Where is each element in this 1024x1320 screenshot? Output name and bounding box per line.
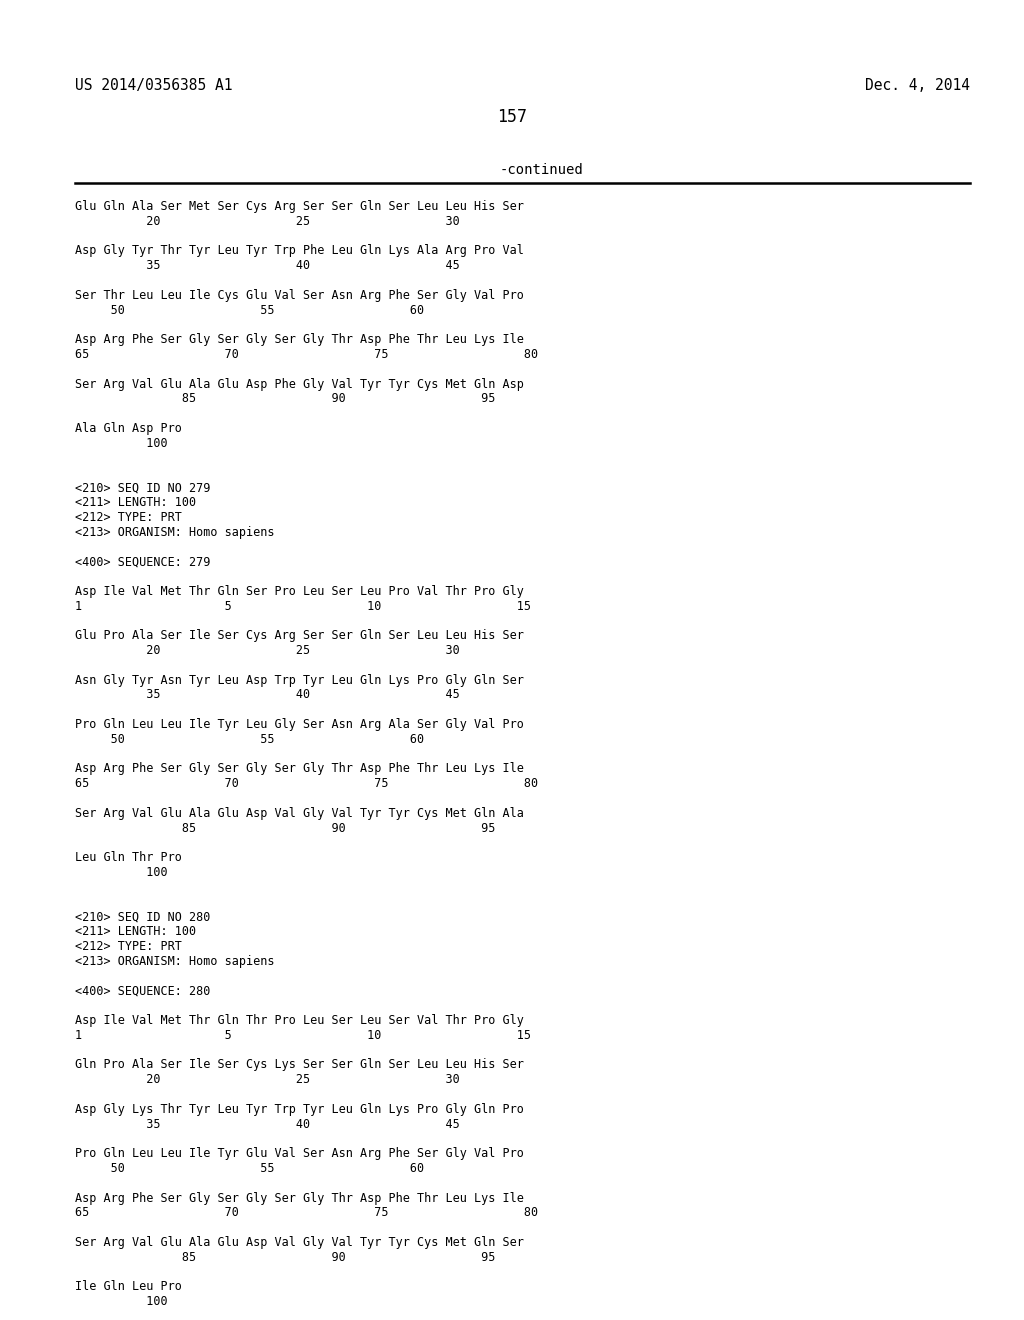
Text: <213> ORGANISM: Homo sapiens: <213> ORGANISM: Homo sapiens bbox=[75, 525, 274, 539]
Text: Asp Ile Val Met Thr Gln Thr Pro Leu Ser Leu Ser Val Thr Pro Gly: Asp Ile Val Met Thr Gln Thr Pro Leu Ser … bbox=[75, 1014, 524, 1027]
Text: Pro Gln Leu Leu Ile Tyr Glu Val Ser Asn Arg Phe Ser Gly Val Pro: Pro Gln Leu Leu Ile Tyr Glu Val Ser Asn … bbox=[75, 1147, 524, 1160]
Text: 1                    5                   10                   15: 1 5 10 15 bbox=[75, 1028, 531, 1041]
Text: <211> LENGTH: 100: <211> LENGTH: 100 bbox=[75, 925, 197, 939]
Text: 50                   55                   60: 50 55 60 bbox=[75, 304, 424, 317]
Text: <210> SEQ ID NO 280: <210> SEQ ID NO 280 bbox=[75, 911, 210, 924]
Text: Leu Gln Thr Pro: Leu Gln Thr Pro bbox=[75, 851, 182, 865]
Text: Ser Arg Val Glu Ala Glu Asp Val Gly Val Tyr Tyr Cys Met Gln Ser: Ser Arg Val Glu Ala Glu Asp Val Gly Val … bbox=[75, 1236, 524, 1249]
Text: 65                   70                   75                   80: 65 70 75 80 bbox=[75, 777, 539, 791]
Text: Dec. 4, 2014: Dec. 4, 2014 bbox=[865, 78, 970, 92]
Text: 20                   25                   30: 20 25 30 bbox=[75, 215, 460, 228]
Text: 35                   40                   45: 35 40 45 bbox=[75, 1118, 460, 1131]
Text: 50                   55                   60: 50 55 60 bbox=[75, 733, 424, 746]
Text: 35                   40                   45: 35 40 45 bbox=[75, 689, 460, 701]
Text: Ser Arg Val Glu Ala Glu Asp Val Gly Val Tyr Tyr Cys Met Gln Ala: Ser Arg Val Glu Ala Glu Asp Val Gly Val … bbox=[75, 807, 524, 820]
Text: <400> SEQUENCE: 279: <400> SEQUENCE: 279 bbox=[75, 556, 210, 568]
Text: Glu Gln Ala Ser Met Ser Cys Arg Ser Ser Gln Ser Leu Leu His Ser: Glu Gln Ala Ser Met Ser Cys Arg Ser Ser … bbox=[75, 201, 524, 213]
Text: Asp Arg Phe Ser Gly Ser Gly Ser Gly Thr Asp Phe Thr Leu Lys Ile: Asp Arg Phe Ser Gly Ser Gly Ser Gly Thr … bbox=[75, 333, 524, 346]
Text: <210> SEQ ID NO 279: <210> SEQ ID NO 279 bbox=[75, 482, 210, 494]
Text: Asp Gly Lys Thr Tyr Leu Tyr Trp Tyr Leu Gln Lys Pro Gly Gln Pro: Asp Gly Lys Thr Tyr Leu Tyr Trp Tyr Leu … bbox=[75, 1102, 524, 1115]
Text: 65                   70                   75                   80: 65 70 75 80 bbox=[75, 348, 539, 360]
Text: US 2014/0356385 A1: US 2014/0356385 A1 bbox=[75, 78, 232, 92]
Text: 85                   90                   95: 85 90 95 bbox=[75, 392, 496, 405]
Text: Ser Arg Val Glu Ala Glu Asp Phe Gly Val Tyr Tyr Cys Met Gln Asp: Ser Arg Val Glu Ala Glu Asp Phe Gly Val … bbox=[75, 378, 524, 391]
Text: <211> LENGTH: 100: <211> LENGTH: 100 bbox=[75, 496, 197, 510]
Text: Pro Gln Leu Leu Ile Tyr Leu Gly Ser Asn Arg Ala Ser Gly Val Pro: Pro Gln Leu Leu Ile Tyr Leu Gly Ser Asn … bbox=[75, 718, 524, 731]
Text: 65                   70                   75                   80: 65 70 75 80 bbox=[75, 1206, 539, 1220]
Text: Ser Thr Leu Leu Ile Cys Glu Val Ser Asn Arg Phe Ser Gly Val Pro: Ser Thr Leu Leu Ile Cys Glu Val Ser Asn … bbox=[75, 289, 524, 302]
Text: Asn Gly Tyr Asn Tyr Leu Asp Trp Tyr Leu Gln Lys Pro Gly Gln Ser: Asn Gly Tyr Asn Tyr Leu Asp Trp Tyr Leu … bbox=[75, 673, 524, 686]
Text: 35                   40                   45: 35 40 45 bbox=[75, 259, 460, 272]
Text: 157: 157 bbox=[497, 108, 527, 125]
Text: 85                   90                   95: 85 90 95 bbox=[75, 1251, 496, 1263]
Text: <213> ORGANISM: Homo sapiens: <213> ORGANISM: Homo sapiens bbox=[75, 954, 274, 968]
Text: 100: 100 bbox=[75, 866, 168, 879]
Text: Asp Arg Phe Ser Gly Ser Gly Ser Gly Thr Asp Phe Thr Leu Lys Ile: Asp Arg Phe Ser Gly Ser Gly Ser Gly Thr … bbox=[75, 1192, 524, 1205]
Text: 1                    5                   10                   15: 1 5 10 15 bbox=[75, 599, 531, 612]
Text: 85                   90                   95: 85 90 95 bbox=[75, 821, 496, 834]
Text: <212> TYPE: PRT: <212> TYPE: PRT bbox=[75, 940, 182, 953]
Text: 20                   25                   30: 20 25 30 bbox=[75, 644, 460, 657]
Text: Asp Arg Phe Ser Gly Ser Gly Ser Gly Thr Asp Phe Thr Leu Lys Ile: Asp Arg Phe Ser Gly Ser Gly Ser Gly Thr … bbox=[75, 763, 524, 775]
Text: Ile Gln Leu Pro: Ile Gln Leu Pro bbox=[75, 1280, 182, 1294]
Text: 50                   55                   60: 50 55 60 bbox=[75, 1162, 424, 1175]
Text: 20                   25                   30: 20 25 30 bbox=[75, 1073, 460, 1086]
Text: <400> SEQUENCE: 280: <400> SEQUENCE: 280 bbox=[75, 985, 210, 998]
Text: Ala Gln Asp Pro: Ala Gln Asp Pro bbox=[75, 422, 182, 436]
Text: Gln Pro Ala Ser Ile Ser Cys Lys Ser Ser Gln Ser Leu Leu His Ser: Gln Pro Ala Ser Ile Ser Cys Lys Ser Ser … bbox=[75, 1059, 524, 1072]
Text: Asp Ile Val Met Thr Gln Ser Pro Leu Ser Leu Pro Val Thr Pro Gly: Asp Ile Val Met Thr Gln Ser Pro Leu Ser … bbox=[75, 585, 524, 598]
Text: Asp Gly Tyr Thr Tyr Leu Tyr Trp Phe Leu Gln Lys Ala Arg Pro Val: Asp Gly Tyr Thr Tyr Leu Tyr Trp Phe Leu … bbox=[75, 244, 524, 257]
Text: <212> TYPE: PRT: <212> TYPE: PRT bbox=[75, 511, 182, 524]
Text: Glu Pro Ala Ser Ile Ser Cys Arg Ser Ser Gln Ser Leu Leu His Ser: Glu Pro Ala Ser Ile Ser Cys Arg Ser Ser … bbox=[75, 630, 524, 643]
Text: -continued: -continued bbox=[500, 162, 584, 177]
Text: 100: 100 bbox=[75, 437, 168, 450]
Text: 100: 100 bbox=[75, 1295, 168, 1308]
